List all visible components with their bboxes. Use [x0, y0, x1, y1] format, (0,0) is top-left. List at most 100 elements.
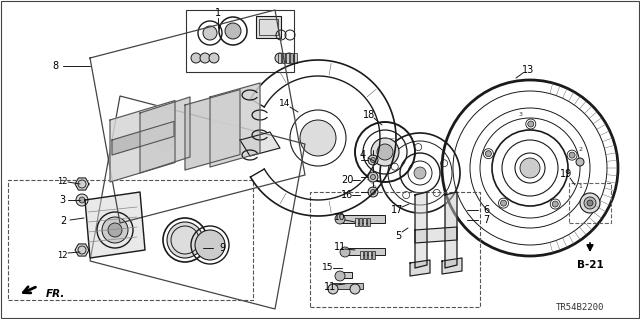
Circle shape	[200, 53, 210, 63]
Circle shape	[485, 151, 492, 157]
Circle shape	[584, 197, 596, 209]
Polygon shape	[445, 192, 457, 268]
Circle shape	[371, 189, 376, 195]
Bar	[294, 53, 297, 63]
Circle shape	[368, 155, 378, 165]
Circle shape	[371, 174, 376, 180]
Circle shape	[300, 120, 336, 156]
Circle shape	[368, 187, 378, 197]
Text: 1: 1	[579, 184, 582, 189]
Circle shape	[108, 223, 122, 237]
Polygon shape	[410, 260, 430, 276]
Text: 3: 3	[518, 112, 523, 117]
Text: FR.: FR.	[46, 289, 65, 299]
Text: 6: 6	[483, 205, 489, 215]
Circle shape	[76, 194, 88, 206]
Circle shape	[569, 152, 575, 158]
Circle shape	[528, 121, 534, 127]
Circle shape	[335, 214, 345, 224]
Bar	[569, 183, 611, 223]
Text: 4: 4	[360, 150, 366, 160]
Polygon shape	[75, 244, 89, 256]
Bar	[278, 53, 281, 63]
Text: 12: 12	[57, 176, 67, 186]
Bar	[372, 251, 375, 259]
Bar	[340, 272, 352, 278]
Circle shape	[552, 201, 558, 207]
Circle shape	[79, 197, 85, 203]
Circle shape	[576, 158, 584, 166]
Text: 20: 20	[341, 175, 353, 185]
Circle shape	[195, 230, 225, 260]
Bar	[363, 218, 366, 226]
Circle shape	[284, 53, 294, 63]
Polygon shape	[185, 90, 240, 170]
Text: 18: 18	[363, 110, 375, 120]
Bar	[364, 251, 367, 259]
Bar	[360, 251, 363, 259]
Text: 11: 11	[324, 282, 336, 292]
Circle shape	[167, 222, 203, 258]
Bar	[186, 10, 294, 72]
Bar	[259, 19, 278, 35]
Bar	[359, 218, 362, 226]
Polygon shape	[140, 97, 190, 173]
Polygon shape	[75, 178, 89, 190]
Circle shape	[377, 144, 393, 160]
Bar	[355, 218, 358, 226]
Text: 12: 12	[57, 250, 67, 259]
Circle shape	[371, 138, 399, 166]
Polygon shape	[85, 192, 145, 258]
Text: 1: 1	[215, 8, 221, 18]
Bar	[286, 53, 289, 63]
Polygon shape	[442, 258, 462, 274]
Bar	[368, 251, 371, 259]
Circle shape	[350, 284, 360, 294]
Polygon shape	[112, 122, 174, 155]
Text: TR54B2200: TR54B2200	[556, 303, 604, 313]
Text: 3: 3	[59, 195, 65, 205]
Text: 17: 17	[391, 205, 403, 215]
Text: 15: 15	[323, 263, 333, 272]
Bar	[310, 192, 480, 307]
Bar	[345, 248, 385, 255]
Bar	[333, 283, 363, 289]
Circle shape	[328, 284, 338, 294]
Bar	[367, 218, 370, 226]
Text: 11: 11	[334, 242, 346, 252]
Bar	[290, 53, 293, 63]
Circle shape	[275, 53, 285, 63]
Circle shape	[587, 200, 593, 206]
Circle shape	[191, 53, 201, 63]
Circle shape	[203, 26, 217, 40]
Polygon shape	[210, 83, 260, 167]
Text: 9: 9	[219, 243, 225, 253]
Text: 5: 5	[395, 231, 401, 241]
Circle shape	[580, 193, 600, 213]
Circle shape	[335, 271, 345, 281]
Text: 16: 16	[341, 190, 353, 200]
Text: 8: 8	[52, 61, 58, 71]
Circle shape	[500, 200, 506, 206]
Text: 2: 2	[60, 216, 66, 226]
Circle shape	[368, 172, 378, 182]
Bar	[282, 53, 285, 63]
Polygon shape	[415, 192, 427, 268]
Circle shape	[371, 158, 376, 162]
Bar	[256, 16, 281, 38]
Circle shape	[340, 247, 350, 257]
Circle shape	[102, 217, 128, 243]
Circle shape	[225, 23, 241, 39]
Circle shape	[157, 135, 173, 151]
Polygon shape	[415, 227, 457, 243]
Circle shape	[209, 53, 219, 63]
Text: 14: 14	[279, 100, 291, 108]
Text: 10: 10	[334, 213, 346, 222]
Polygon shape	[110, 100, 175, 182]
Text: 13: 13	[522, 65, 534, 75]
Bar	[8, 180, 253, 300]
Text: 2: 2	[579, 147, 583, 152]
Circle shape	[520, 158, 540, 178]
Circle shape	[414, 167, 426, 179]
Bar	[340, 215, 385, 223]
